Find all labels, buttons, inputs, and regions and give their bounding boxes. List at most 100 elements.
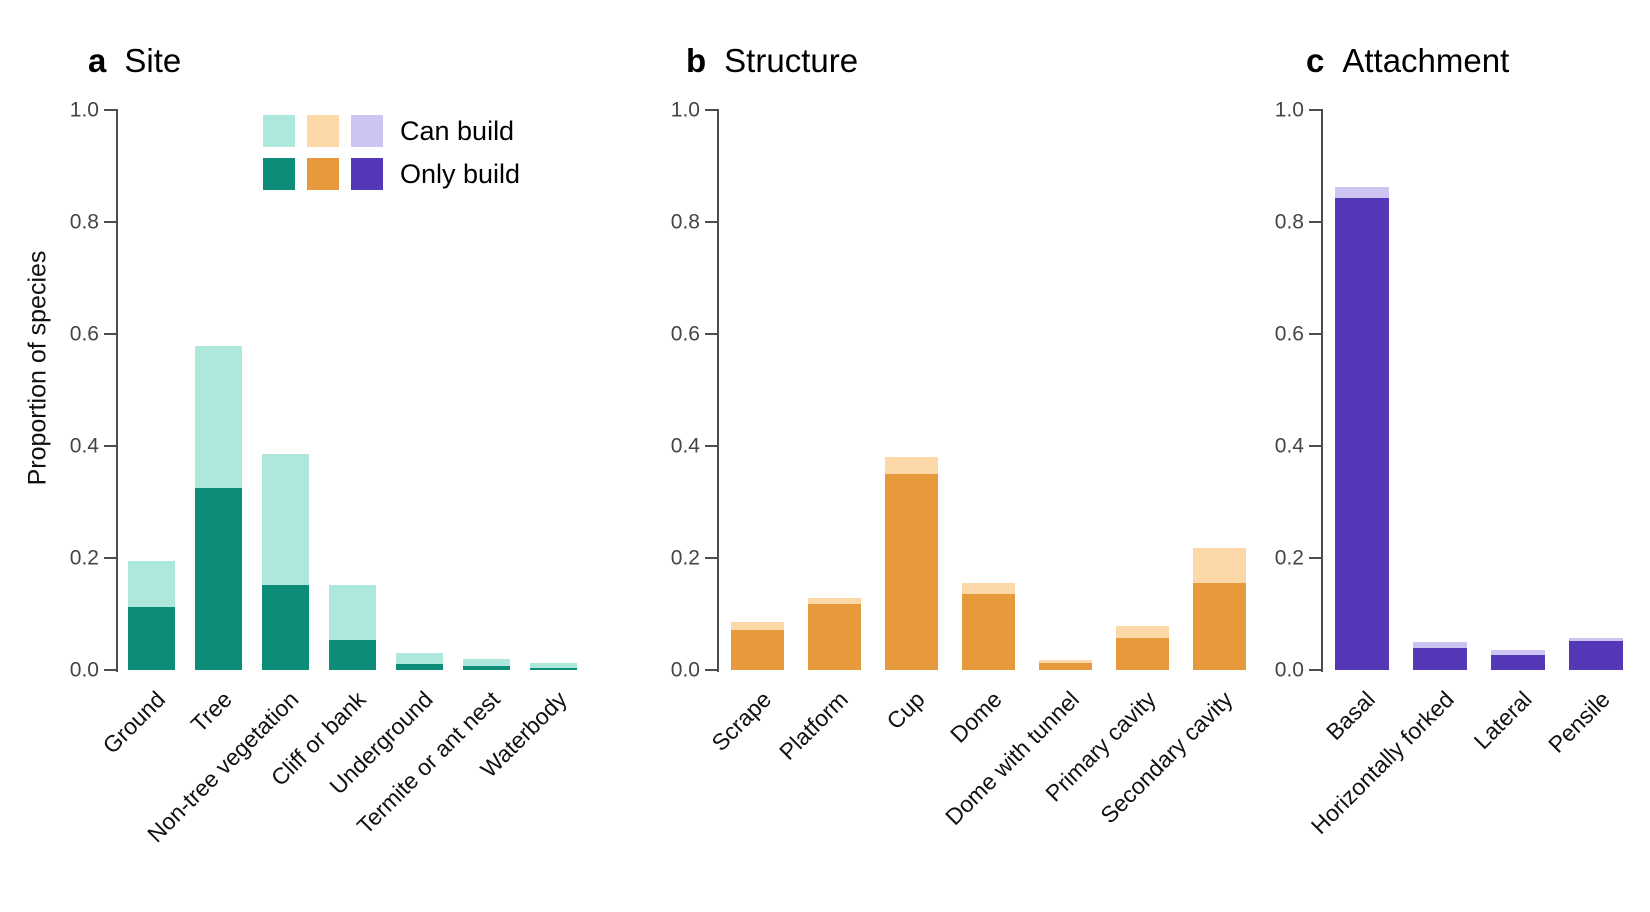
legend-label-can-build: Can build <box>400 115 515 146</box>
bars-area <box>1323 110 1633 670</box>
x-axis-label: Scrape <box>705 686 776 756</box>
bar-can-build <box>128 560 175 670</box>
bar-can-build <box>961 583 1016 670</box>
bar-can-build <box>730 622 785 670</box>
bars-area <box>719 110 1256 670</box>
y-tick-mark <box>705 333 717 335</box>
bar-can-build <box>463 658 510 670</box>
panel-b-title-text: Structure <box>724 42 859 79</box>
x-axis-label: Secondary cavity <box>1095 686 1238 829</box>
y-tick-mark <box>705 445 717 447</box>
y-tick-label: 0.8 <box>69 210 99 234</box>
y-tick-label: 0.6 <box>69 322 99 346</box>
bar-only-build <box>884 474 939 670</box>
bar-can-build <box>1115 625 1170 670</box>
legend-swatch-orange-dark <box>307 158 339 190</box>
plot-site: 0.0 0.2 0.4 0.6 0.8 1.0 Ground Tree Non-tree veg… <box>70 100 585 847</box>
bar-only-build <box>1115 637 1170 670</box>
plot-attachment: 0.0 0.2 0.4 0.6 0.8 1.0 Basal Horizontally fork… <box>1275 100 1633 839</box>
panel-a-letter: a <box>88 42 107 79</box>
y-tick-mark <box>705 669 717 671</box>
legend-swatch-purple-light <box>351 115 383 147</box>
legend: Can build Only build <box>263 115 520 201</box>
bar-only-build <box>195 488 242 670</box>
bar-only-build <box>1334 197 1390 670</box>
x-axis-label: Basal <box>1321 686 1381 746</box>
bar-only-build <box>807 603 862 670</box>
y-axis-line <box>116 109 118 672</box>
y-tick-label: 0.8 <box>670 210 700 234</box>
y-tick-label: 0.2 <box>670 546 700 570</box>
y-tick-mark <box>1309 669 1321 671</box>
y-tick-label: 0.4 <box>670 434 700 458</box>
bar-only-build <box>329 640 376 670</box>
y-axis-line <box>717 109 719 672</box>
legend-row-only-build: Only build <box>263 158 520 190</box>
x-axis-label: Horizontally forked <box>1305 686 1459 840</box>
bar-can-build <box>530 663 577 670</box>
x-axis-label: Lateral <box>1468 686 1537 755</box>
y-tick-label: 0.8 <box>1274 210 1304 234</box>
bar-can-build <box>807 598 862 670</box>
y-tick-mark <box>705 109 717 111</box>
bar-can-build <box>1412 642 1468 670</box>
y-tick-mark <box>104 445 116 447</box>
panel-b-letter: b <box>686 42 707 79</box>
plot-structure: 0.0 0.2 0.4 0.6 0.8 1.0 Scrape Platform Cup Dome D… <box>671 100 1256 830</box>
bar-only-build <box>1490 655 1546 670</box>
bar-only-build <box>530 667 577 670</box>
y-tick-mark <box>705 557 717 559</box>
bar-can-build <box>396 653 443 670</box>
bar-can-build <box>329 584 376 670</box>
legend-swatch-orange-light <box>307 115 339 147</box>
bar-can-build <box>1334 186 1390 670</box>
y-tick-label: 1.0 <box>670 98 700 122</box>
x-axis-label: Dome <box>945 686 1007 748</box>
panel-a-title: a Site <box>88 42 181 80</box>
y-tick-mark <box>1309 445 1321 447</box>
bar-only-build <box>396 664 443 670</box>
bar-only-build <box>1192 582 1247 670</box>
x-axis-label: Ground <box>97 686 170 759</box>
x-axis-label: Cup <box>881 686 930 735</box>
panel-c-title: c Attachment <box>1306 42 1509 80</box>
bar-only-build <box>1568 641 1624 670</box>
bar-only-build <box>730 630 785 670</box>
bar-can-build <box>1192 547 1247 670</box>
y-tick-label: 0.4 <box>1274 434 1304 458</box>
bar-only-build <box>1038 662 1093 670</box>
y-tick-mark <box>1309 221 1321 223</box>
y-tick-mark <box>1309 109 1321 111</box>
y-tick-label: 0.0 <box>1274 658 1304 682</box>
panel-c-letter: c <box>1306 42 1325 79</box>
y-tick-label: 0.6 <box>1274 322 1304 346</box>
y-tick-label: 0.0 <box>69 658 99 682</box>
y-tick-mark <box>104 669 116 671</box>
y-tick-mark <box>104 557 116 559</box>
y-tick-mark <box>705 221 717 223</box>
y-tick-label: 1.0 <box>69 98 99 122</box>
bar-only-build <box>1412 647 1468 670</box>
bars-area <box>118 110 585 670</box>
y-tick-mark <box>1309 557 1321 559</box>
bar-can-build <box>1038 660 1093 670</box>
bar-only-build <box>262 584 309 670</box>
x-axis-label: Pensile <box>1542 686 1615 758</box>
y-axis-title: Proportion of species <box>23 250 52 486</box>
bar-can-build <box>1490 650 1546 670</box>
bar-only-build <box>961 594 1016 670</box>
x-axis-label: Tree <box>185 686 237 738</box>
y-tick-label: 0.2 <box>1274 546 1304 570</box>
y-axis-line <box>1321 109 1323 672</box>
legend-row-can-build: Can build <box>263 115 520 147</box>
bar-only-build <box>128 607 175 670</box>
bar-only-build <box>463 665 510 670</box>
y-tick-label: 1.0 <box>1274 98 1304 122</box>
y-tick-label: 0.2 <box>69 546 99 570</box>
legend-swatch-teal-dark <box>263 158 295 190</box>
bar-can-build <box>884 457 939 670</box>
y-tick-label: 0.0 <box>670 658 700 682</box>
bar-can-build <box>195 346 242 670</box>
bar-can-build <box>262 453 309 670</box>
